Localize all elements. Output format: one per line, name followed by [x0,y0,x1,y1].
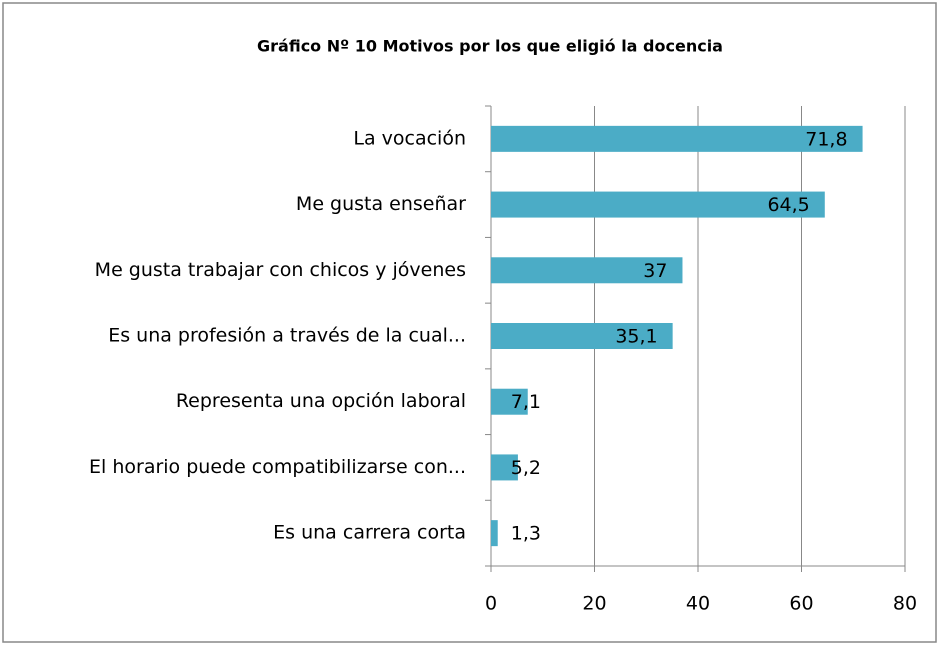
y-tick-label: Representa una opción laboral [176,390,466,412]
data-label: 64,5 [767,194,809,216]
data-label: 7,1 [511,391,541,413]
bar [491,125,863,152]
y-tick-label: Me gusta trabajar con chicos y jóvenes [95,259,466,281]
data-label: 5,2 [511,457,541,479]
x-tick-label: 20 [582,593,606,615]
data-label: 71,8 [805,128,847,150]
y-tick-label: Me gusta enseñar [296,193,466,215]
chart-title: Gráfico Nº 10 Motivos por los que eligió… [257,37,723,56]
bar [491,257,683,284]
x-tick-label: 60 [789,593,813,615]
data-label: 35,1 [615,326,657,348]
x-tick-label: 80 [893,593,917,615]
y-tick-label: Es una profesión a través de la cual... [108,325,466,347]
data-label: 37 [643,260,667,282]
y-tick-label: El horario puede compatibilizarse con... [89,456,466,478]
y-tick-label: Es una carrera corta [273,522,466,544]
bar [491,388,528,415]
bar [491,191,825,218]
data-label: 1,3 [511,523,541,545]
bar [491,323,673,349]
x-tick-label: 0 [485,593,497,615]
bar [491,454,518,481]
y-tick-label: La vocación [353,127,466,149]
x-tick-label: 40 [686,593,710,615]
bar [491,520,498,547]
